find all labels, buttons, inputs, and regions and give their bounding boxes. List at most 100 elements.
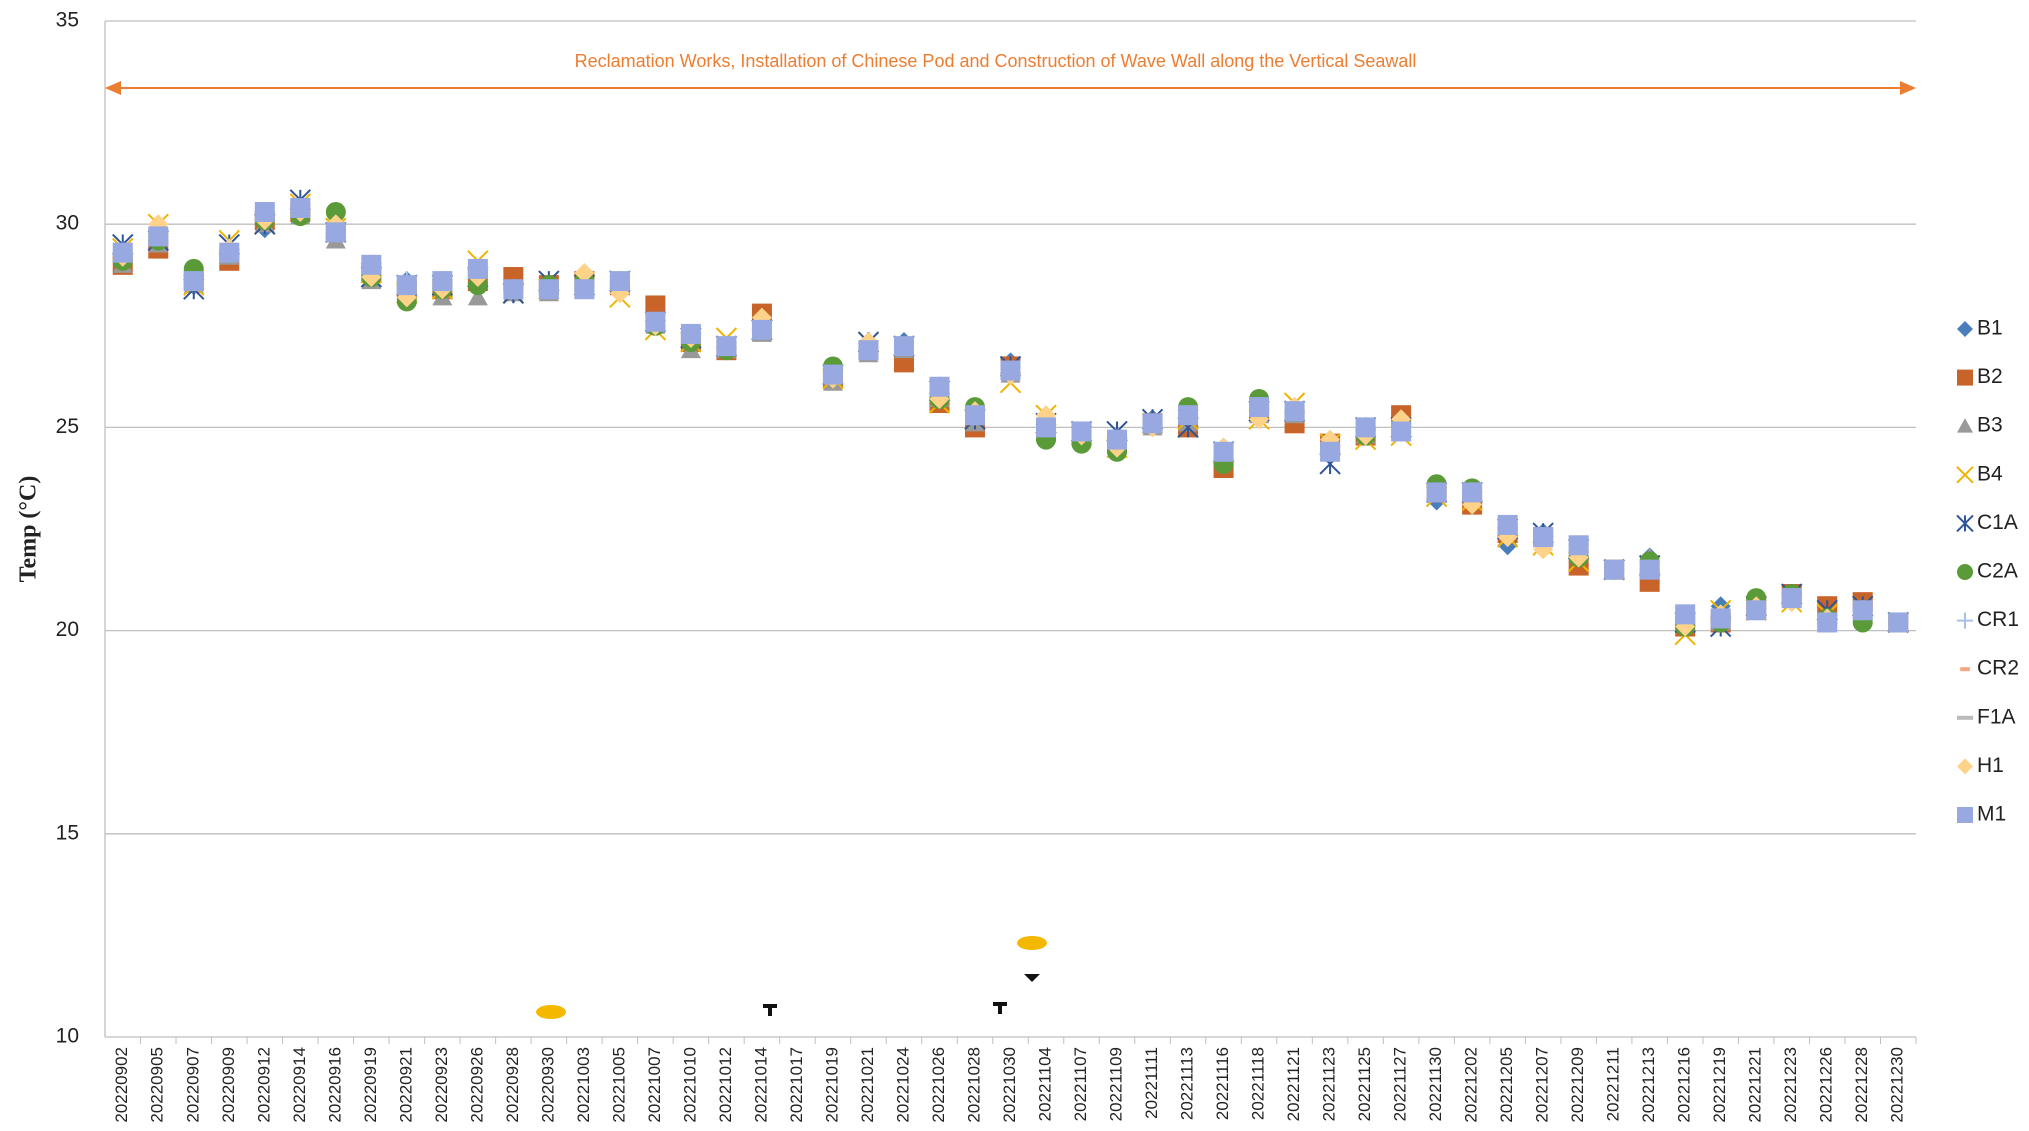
marker <box>964 405 985 426</box>
legend-item: B1 <box>1957 317 2003 340</box>
legend-label: CR1 <box>1977 608 2019 631</box>
marker <box>1497 514 1518 535</box>
marker <box>1533 527 1554 548</box>
marker <box>1888 612 1909 633</box>
legend-label: B4 <box>1977 462 2003 485</box>
y-axis-title: Temp (°C) <box>16 476 42 583</box>
legend-marker <box>1957 369 1973 386</box>
y-tick-label: 30 <box>56 212 79 235</box>
legend-item: B3 <box>1957 414 2003 437</box>
x-tick-label: 20220909 <box>219 1047 238 1123</box>
marker <box>361 254 382 275</box>
x-tick-label: 20221228 <box>1852 1047 1871 1123</box>
x-tick-label: 20220921 <box>396 1047 415 1123</box>
marker <box>822 364 843 385</box>
marker <box>716 336 737 357</box>
legend-item: C1A <box>1956 511 2018 534</box>
legend-label: C2A <box>1977 560 2018 583</box>
x-tick-label: 20220928 <box>503 1047 522 1123</box>
series <box>112 202 1909 637</box>
x-tick-label: 20221003 <box>574 1047 593 1123</box>
marker <box>1568 535 1589 556</box>
x-tick-label: 20221219 <box>1710 1047 1729 1123</box>
marker <box>1675 604 1696 625</box>
series <box>112 202 1909 637</box>
legend-item: H1 <box>1957 754 2004 777</box>
y-tick-label: 15 <box>56 821 79 844</box>
legend-label: F1A <box>1977 705 2016 728</box>
legend-label: B3 <box>1977 414 2003 437</box>
arrow-head <box>1900 81 1916 95</box>
marker <box>858 340 879 361</box>
x-tick-label: 20221021 <box>858 1047 877 1123</box>
marker <box>1391 421 1412 442</box>
marker <box>1710 608 1731 629</box>
x-tick-label: 20221213 <box>1639 1047 1658 1123</box>
marker <box>254 202 275 223</box>
x-tick-label: 20220907 <box>183 1047 202 1123</box>
x-tick-label: 20220902 <box>112 1047 131 1123</box>
x-tick-label: 20221014 <box>751 1047 770 1123</box>
x-tick-label: 20221121 <box>1284 1047 1303 1121</box>
marker <box>432 271 453 292</box>
x-tick-label: 20221116 <box>1213 1047 1232 1120</box>
x-tick-label: 20221007 <box>645 1047 664 1123</box>
marker <box>929 376 950 397</box>
marker <box>1178 405 1199 426</box>
marker <box>574 279 595 300</box>
marker <box>538 279 559 300</box>
legend-label: CR2 <box>1977 657 2019 680</box>
marker <box>1639 559 1660 580</box>
legend-item: M1 <box>1957 803 2006 826</box>
legend-marker <box>1956 514 1974 533</box>
marker <box>1817 612 1838 633</box>
marker <box>1462 482 1483 503</box>
x-tick-label: 20221019 <box>822 1047 841 1123</box>
marker <box>893 336 914 357</box>
marker <box>574 262 595 283</box>
marker <box>1355 417 1376 438</box>
x-tick-label: 20220930 <box>538 1047 557 1123</box>
x-tick-label: 20221010 <box>680 1047 699 1123</box>
series <box>112 193 1909 646</box>
marker <box>183 271 204 292</box>
marker <box>290 197 311 218</box>
marker <box>148 226 169 247</box>
marker <box>1426 482 1447 503</box>
marker <box>1071 421 1092 442</box>
rain-icon <box>536 1005 566 1019</box>
legend-item: F1A <box>1957 705 2016 728</box>
x-tick-label: 20221211 <box>1604 1047 1623 1121</box>
marker <box>1320 441 1341 462</box>
x-tick-label: 20221125 <box>1355 1047 1374 1121</box>
legend-marker <box>1957 612 1973 629</box>
series <box>112 205 1909 625</box>
marker <box>1852 600 1873 621</box>
marker <box>1036 417 1057 438</box>
marker <box>1604 559 1625 580</box>
x-tick-label: 20221202 <box>1462 1047 1481 1123</box>
weather-icons <box>536 936 1047 1019</box>
marker <box>645 311 666 332</box>
x-tick-label: 20221109 <box>1107 1047 1126 1121</box>
marker <box>1142 413 1163 434</box>
legend-label: M1 <box>1977 803 2006 826</box>
legend-marker <box>1957 321 1973 337</box>
legend-item: B2 <box>1957 365 2003 388</box>
marker <box>645 295 666 316</box>
x-tick-label: 20221207 <box>1533 1047 1552 1123</box>
legend-marker <box>1956 466 1974 484</box>
legend-label: B2 <box>1977 365 2003 388</box>
x-tick-label: 20220912 <box>254 1047 273 1123</box>
x-tick-label: 20221113 <box>1178 1047 1197 1120</box>
legend-marker <box>1957 715 1973 720</box>
x-tick-label: 20220923 <box>432 1047 451 1123</box>
x-tick-label: 20221223 <box>1781 1047 1800 1123</box>
series <box>112 197 1909 633</box>
x-tick-label: 20221216 <box>1675 1047 1694 1123</box>
marker <box>467 258 488 279</box>
x-tick-label: 20221209 <box>1568 1047 1587 1123</box>
x-tick-label: 20221107 <box>1071 1047 1090 1121</box>
legend-marker <box>1957 418 1973 433</box>
